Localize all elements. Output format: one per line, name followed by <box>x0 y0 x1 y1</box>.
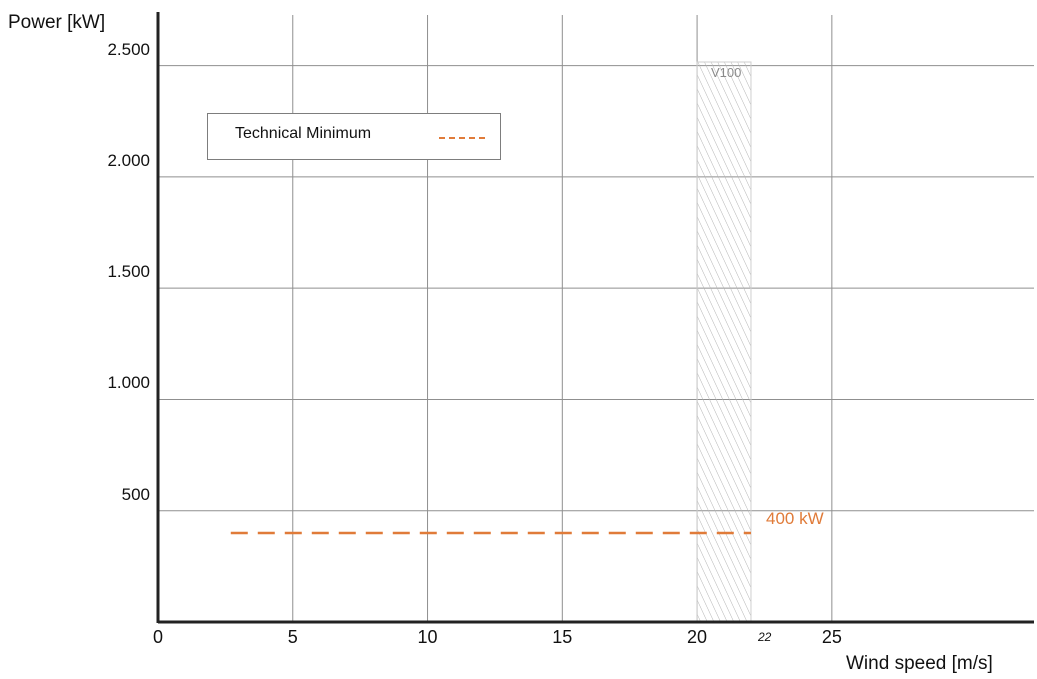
y-axis-title: Power [kW] <box>8 12 106 33</box>
y-tick-label: 2.000 <box>107 150 150 170</box>
x-tick-label: 15 <box>552 627 573 647</box>
y-tick-label: 2.500 <box>107 39 150 59</box>
legend-label: Technical Minimum <box>235 125 372 142</box>
x-tick-label: 0 <box>152 627 163 647</box>
x-tick-label: 25 <box>821 627 842 647</box>
legend-swatch-dashed <box>439 137 485 139</box>
v100-hatched-region <box>696 61 752 623</box>
y-tick-label: 1.500 <box>107 262 150 282</box>
grid-lines <box>158 15 1034 622</box>
x-tick-label: 20 <box>687 627 708 647</box>
y-tick-label: 1.000 <box>107 373 150 393</box>
x-axis-title: Wind speed [m/s] <box>846 653 993 674</box>
annotation-22: 22 <box>758 630 772 644</box>
axes <box>156 12 1034 624</box>
legend: Technical Minimum <box>207 113 501 160</box>
y-tick-label: 500 <box>121 484 150 504</box>
annotation-400kw: 400 kW <box>766 509 824 528</box>
shaded-region-label: V100 <box>711 65 742 80</box>
x-tick-label: 10 <box>417 627 438 647</box>
x-tick-label: 5 <box>287 627 298 647</box>
